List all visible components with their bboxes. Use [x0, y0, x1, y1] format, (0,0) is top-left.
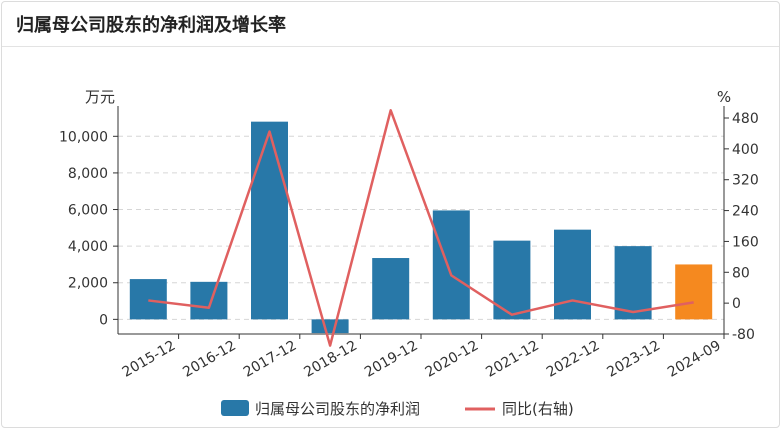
x-axis-tick-label: 2023-12: [604, 338, 663, 381]
legend-label-yoy: 同比(右轴): [502, 400, 574, 418]
bar-2017-12: [251, 121, 288, 320]
left-axis-tick-label: 0: [99, 312, 108, 328]
right-axis-tick-label: -80: [732, 327, 755, 343]
bar-2023-12: [614, 246, 652, 320]
right-axis-tick-label: 320: [732, 173, 759, 189]
line-yoy: [148, 109, 694, 347]
bar-2022-12: [554, 229, 591, 320]
x-axis-tick-label: 2019-12: [362, 338, 421, 381]
x-axis-tick-label: 2015-12: [120, 338, 179, 381]
right-axis-tick-label: 160: [732, 234, 759, 250]
x-axis-tick-label: 2021-12: [483, 338, 542, 381]
bar-2024-09: [675, 264, 713, 320]
chart-title: 归属母公司股东的净利润及增长率: [16, 15, 286, 36]
legend-label-net-profit: 归属母公司股东的净利润: [255, 400, 420, 418]
right-axis-unit: %: [717, 88, 731, 106]
x-axis-tick-label: 2017-12: [241, 338, 300, 381]
left-axis-tick-label: 8,000: [68, 166, 108, 182]
right-axis-tick-label: 80: [732, 265, 750, 281]
left-axis-unit: 万元: [85, 88, 115, 106]
bar-2015-12: [129, 279, 167, 320]
bar-2019-12: [372, 258, 410, 320]
x-axis-tick-label: 2024-09: [665, 338, 724, 381]
legend-swatch-net-profit: [221, 400, 249, 416]
right-axis-tick-label: 0: [732, 296, 741, 312]
x-axis-tick-label: 2022-12: [544, 338, 603, 381]
left-axis-tick-label: 2,000: [68, 276, 108, 292]
bar-2016-12: [190, 281, 228, 320]
right-axis-tick-label: 400: [732, 142, 759, 158]
chart-svg: 万元 % 0 2,000 4,000 6,000 8,000 10,000 -80 0 80 160 2…: [59, 88, 759, 418]
left-axis-tick-label: 4,000: [68, 239, 108, 255]
left-axis-tick-label: 6,000: [68, 203, 108, 219]
left-axis-tick-label: 10,000: [59, 129, 108, 145]
bar-2020-12: [432, 210, 470, 320]
bar-2018-12: [311, 319, 349, 334]
right-axis-tick-label: 480: [732, 111, 759, 127]
right-axis-tick-label: 240: [732, 204, 759, 220]
x-axis-tick-label: 2020-12: [423, 338, 482, 381]
x-axis-tick-label: 2016-12: [180, 338, 239, 381]
panel-header: 归属母公司股东的净利润及增长率: [2, 2, 779, 47]
